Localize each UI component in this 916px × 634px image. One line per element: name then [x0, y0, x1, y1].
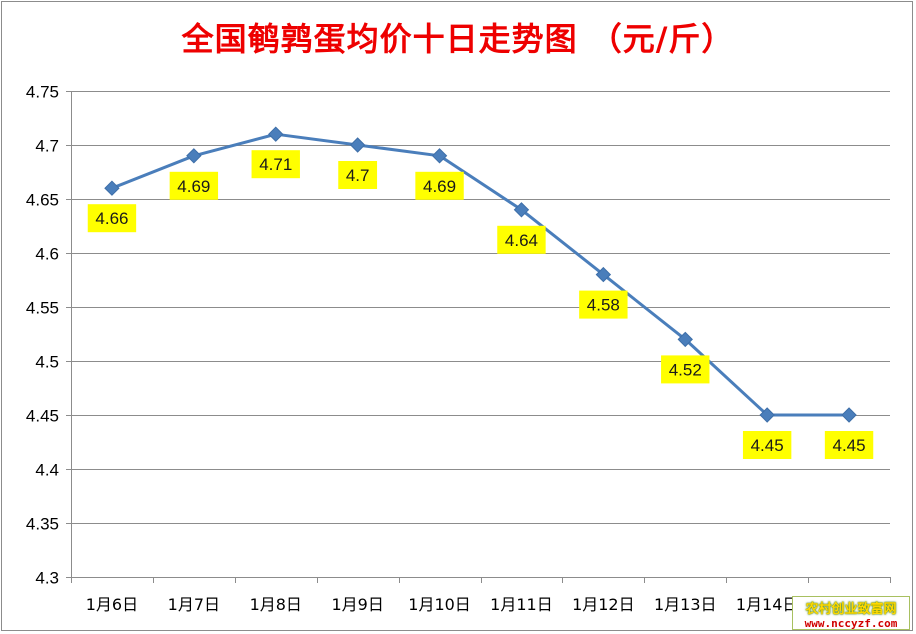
- y-tick-label: 4.75: [26, 83, 59, 102]
- data-label-box: [742, 431, 792, 459]
- data-label-text: 4.58: [587, 296, 620, 315]
- x-tick-label: 1月13日: [654, 595, 717, 614]
- data-point-marker: [513, 202, 530, 218]
- data-labels: 4.66 4.69 4.71 4.7 4.69 4.64 4.58 4.52 4.45 4.45: [87, 150, 874, 459]
- x-tick-label: 1月12日: [572, 595, 635, 614]
- data-point-marker: [595, 266, 612, 283]
- series-line-path: [111, 132, 850, 417]
- y-tick-label: 4.6: [35, 245, 59, 264]
- data-label-box: [824, 431, 874, 459]
- watermark-url: www.nccyzf.com: [804, 617, 898, 630]
- data-label-text: 4.66: [95, 209, 128, 228]
- data-label-box: [497, 225, 546, 254]
- x-tick-label: 1月14日: [736, 595, 799, 614]
- data-label: 4.69: [415, 171, 464, 200]
- data-label-text: 4.45: [833, 436, 866, 455]
- x-tick-label: 1月10日: [408, 595, 471, 614]
- data-label: 4.71: [251, 150, 300, 179]
- chart-title: 全国鹌鹑蛋均价十日走势图 （元/斤）: [181, 20, 735, 58]
- data-label-box: [415, 171, 464, 200]
- data-label-text: 4.52: [669, 360, 702, 379]
- data-label: 4.58: [579, 290, 628, 319]
- x-tick-label: 1月11日: [490, 595, 553, 614]
- y-tick-label: 4.55: [26, 299, 59, 318]
- data-label: 4.52: [661, 355, 710, 384]
- series-line: [104, 126, 857, 423]
- data-point-marker: [841, 407, 857, 423]
- x-tick-label: 1月9日: [331, 595, 383, 614]
- data-label: 4.69: [169, 171, 219, 200]
- x-tick-label: 1月8日: [250, 595, 302, 614]
- data-label: 4.45: [824, 431, 874, 459]
- data-point-marker: [186, 148, 202, 164]
- data-label-box: [87, 204, 137, 233]
- axes: [66, 91, 891, 583]
- y-tick-label: 4.3: [35, 569, 59, 588]
- data-label-text: 4.45: [751, 436, 784, 455]
- data-point-marker: [104, 180, 120, 196]
- data-label: 4.64: [497, 225, 546, 254]
- x-tick-label: 1月6日: [86, 595, 138, 614]
- data-point-marker: [431, 148, 448, 164]
- y-tick-label: 4.4: [35, 461, 59, 480]
- y-tick-label: 4.35: [26, 515, 59, 534]
- data-label-box: [251, 150, 300, 179]
- y-tick-label: 4.5: [35, 353, 59, 372]
- data-label: 4.66: [87, 204, 137, 233]
- data-label: 4.7: [338, 161, 378, 189]
- x-axis-ticks: 1月6日 1月7日 1月8日 1月9日 1月10日 1月11日 1月12日 1月13日 1月14…: [86, 595, 881, 614]
- watermark-name: 农村创业致富网: [805, 602, 897, 617]
- data-label-text: 4.7: [346, 166, 370, 185]
- site-watermark: 农村创业致富网 www.nccyzf.com: [792, 596, 910, 630]
- data-label-text: 4.69: [177, 177, 210, 196]
- data-point-marker: [268, 126, 284, 142]
- y-tick-label: 4.65: [26, 191, 59, 210]
- data-label-box: [338, 161, 378, 189]
- x-tick-label: 1月7日: [168, 595, 220, 614]
- data-label-box: [169, 171, 219, 200]
- y-axis-ticks: 4.3 4.35 4.4 4.45 4.5 4.55 4.6 4.65 4.7 4.75: [26, 83, 59, 588]
- data-label-text: 4.69: [423, 177, 456, 196]
- y-tick-label: 4.45: [26, 407, 59, 426]
- data-label-box: [661, 355, 710, 384]
- data-point-marker: [677, 331, 693, 348]
- y-tick-label: 4.7: [35, 137, 59, 156]
- data-label-text: 4.64: [505, 231, 538, 250]
- data-point-marker: [759, 407, 775, 423]
- data-label-text: 4.71: [259, 155, 292, 174]
- data-label: 4.45: [742, 431, 792, 459]
- data-point-marker: [349, 137, 366, 153]
- data-label-box: [579, 290, 628, 319]
